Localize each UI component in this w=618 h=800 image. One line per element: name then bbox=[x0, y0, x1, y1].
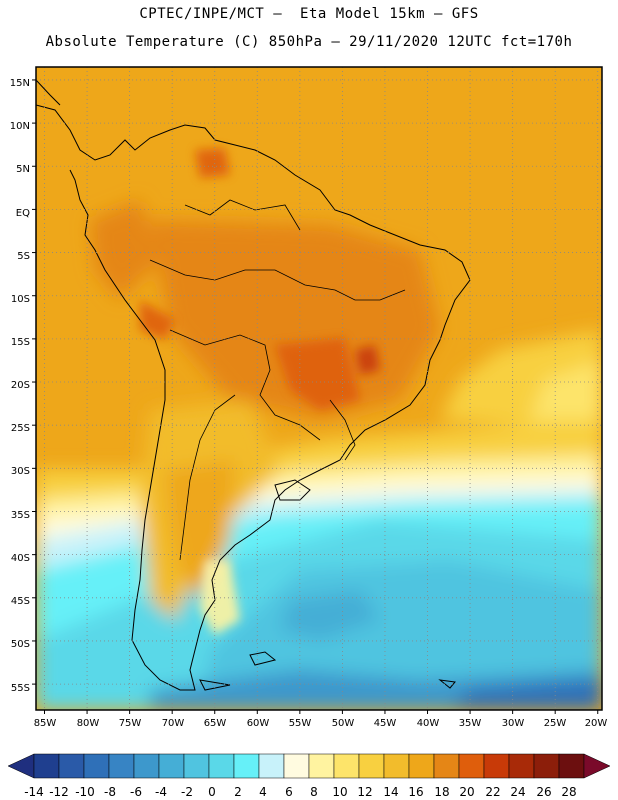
lon-label-55w: 55W bbox=[289, 718, 312, 729]
lon-label-35w: 35W bbox=[459, 718, 482, 729]
lon-label-65w: 65W bbox=[204, 718, 227, 729]
lat-label-5s: 5S bbox=[17, 251, 30, 262]
lat-label-50s: 50S bbox=[11, 639, 30, 650]
lon-label-60w: 60W bbox=[247, 718, 270, 729]
colorbar-label: -8 bbox=[104, 785, 116, 799]
colorbar-swatch bbox=[208, 753, 235, 779]
lat-label-15n: 15N bbox=[10, 78, 30, 89]
colorbar-swatch bbox=[83, 753, 110, 779]
lat-label-55s: 55S bbox=[11, 683, 30, 694]
colorbar-swatch bbox=[508, 753, 535, 779]
lon-label-30w: 30W bbox=[502, 718, 525, 729]
colorbar-label: 10 bbox=[332, 785, 347, 799]
map-title: CPTEC/INPE/MCT – Eta Model 15km – GFS bbox=[139, 6, 479, 22]
lat-label-40s: 40S bbox=[11, 553, 30, 564]
colorbar-label: 0 bbox=[208, 785, 216, 799]
lat-label-5n: 5N bbox=[16, 164, 30, 175]
colorbar-swatch bbox=[433, 753, 460, 779]
lat-label-30s: 30S bbox=[11, 466, 30, 477]
lat-label-45s: 45S bbox=[11, 596, 30, 607]
colorbar-swatch bbox=[233, 753, 260, 779]
colorbar-left-arrow bbox=[7, 753, 35, 779]
colorbar-label: 8 bbox=[310, 785, 318, 799]
colorbar-swatch bbox=[283, 753, 310, 779]
lon-label-40w: 40W bbox=[417, 718, 440, 729]
colorbar-swatch bbox=[358, 753, 385, 779]
colorbar-label: -14 bbox=[24, 785, 44, 799]
colorbar-label: 2 bbox=[234, 785, 242, 799]
colorbar-swatch bbox=[158, 753, 185, 779]
colorbar-swatch bbox=[33, 753, 60, 779]
colorbar-label: 14 bbox=[383, 785, 398, 799]
colorbar-swatch bbox=[558, 753, 585, 779]
colorbar-swatch bbox=[258, 753, 285, 779]
colorbar-swatch bbox=[183, 753, 210, 779]
lat-label-15s: 15S bbox=[11, 337, 30, 348]
colorbar-swatch bbox=[533, 753, 560, 779]
colorbar-swatch bbox=[108, 753, 135, 779]
colorbar-label: 6 bbox=[285, 785, 293, 799]
lat-label-10n: 10N bbox=[10, 121, 30, 132]
lon-label-20w: 20W bbox=[585, 718, 608, 729]
colorbar-label: 4 bbox=[259, 785, 267, 799]
lat-label-25s: 25S bbox=[11, 423, 30, 434]
map-subtitle: Absolute Temperature (C) 850hPa – 29/11/… bbox=[45, 34, 573, 50]
lon-label-80w: 80W bbox=[77, 718, 100, 729]
colorbar-label: 22 bbox=[485, 785, 500, 799]
lat-label-35s: 35S bbox=[11, 510, 30, 521]
colorbar-label: -10 bbox=[75, 785, 95, 799]
lon-label-45w: 45W bbox=[374, 718, 397, 729]
colorbar-swatch bbox=[333, 753, 360, 779]
lon-label-50w: 50W bbox=[332, 718, 355, 729]
colorbar-label: 24 bbox=[510, 785, 525, 799]
lat-label-eq: EQ bbox=[16, 208, 30, 219]
colorbar-swatch bbox=[308, 753, 335, 779]
temperature-field bbox=[36, 67, 602, 710]
map-frame bbox=[35, 66, 603, 711]
lat-label-20s: 20S bbox=[11, 380, 30, 391]
lon-label-85w: 85W bbox=[34, 718, 57, 729]
colorbar-swatch bbox=[383, 753, 410, 779]
lat-axis: 15N 10N 5N EQ 5S 10S 15S 20S 25S 30S 35S… bbox=[10, 78, 36, 694]
colorbar: -14 -12 -10 -8 -6 -4 -2 0 2 4 6 8 10 12 … bbox=[7, 753, 611, 799]
colorbar-label: 20 bbox=[459, 785, 474, 799]
colorbar-swatch bbox=[58, 753, 85, 779]
lat-label-10s: 10S bbox=[11, 294, 30, 305]
lon-label-70w: 70W bbox=[162, 718, 185, 729]
colorbar-swatch bbox=[458, 753, 485, 779]
lon-label-75w: 75W bbox=[119, 718, 142, 729]
colorbar-right-arrow bbox=[583, 753, 611, 779]
colorbar-label: 26 bbox=[536, 785, 551, 799]
colorbar-label: 12 bbox=[357, 785, 372, 799]
colorbar-label: -6 bbox=[130, 785, 142, 799]
colorbar-label: 18 bbox=[434, 785, 449, 799]
colorbar-label: -12 bbox=[49, 785, 69, 799]
colorbar-swatch bbox=[408, 753, 435, 779]
lon-axis: 85W 80W 75W 70W 65W 60W 55W 50W 45W 40W … bbox=[34, 710, 608, 729]
colorbar-swatch bbox=[483, 753, 510, 779]
colorbar-label: -2 bbox=[181, 785, 193, 799]
lon-label-25w: 25W bbox=[544, 718, 567, 729]
coastline-borders bbox=[36, 79, 471, 691]
colorbar-label: -4 bbox=[155, 785, 167, 799]
colorbar-swatch bbox=[133, 753, 160, 779]
colorbar-label: 28 bbox=[561, 785, 576, 799]
colorbar-label: 16 bbox=[408, 785, 423, 799]
